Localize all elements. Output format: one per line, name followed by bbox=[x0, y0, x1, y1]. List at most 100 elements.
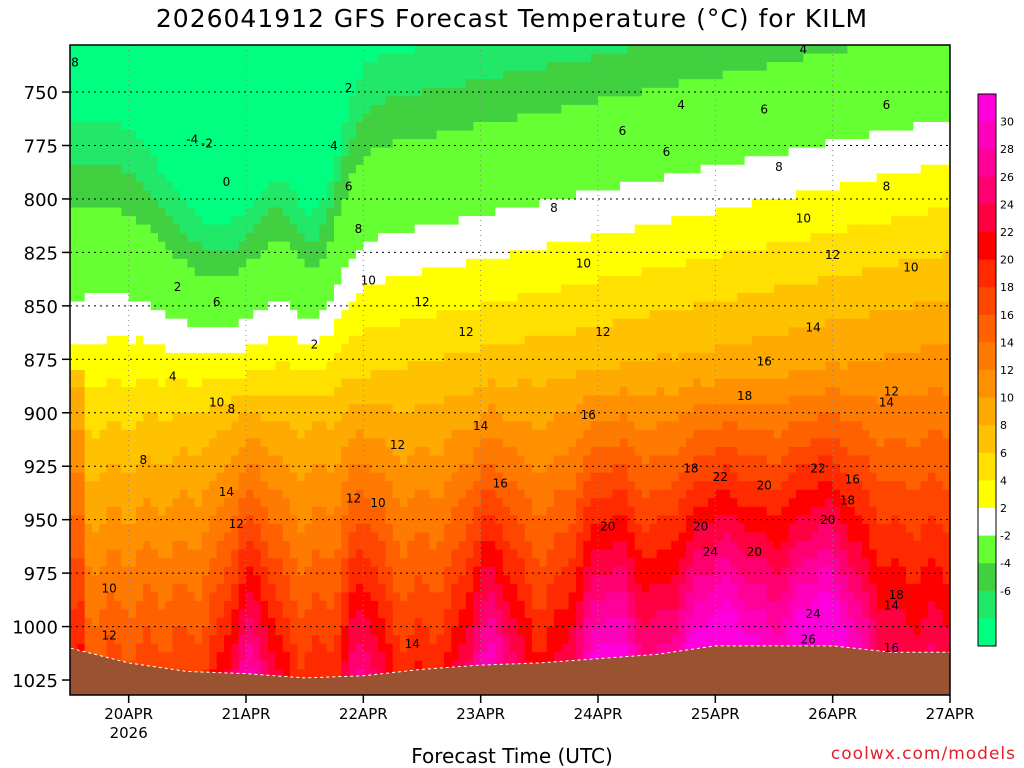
field-cell bbox=[172, 301, 181, 311]
field-cell bbox=[187, 53, 196, 63]
field-cell bbox=[253, 532, 262, 542]
field-cell bbox=[172, 352, 181, 363]
field-cell bbox=[297, 284, 306, 294]
field-cell bbox=[238, 79, 247, 89]
field-cell bbox=[114, 70, 122, 80]
field-cell bbox=[524, 455, 533, 465]
field-cell bbox=[356, 592, 364, 602]
field-cell bbox=[143, 652, 152, 662]
field-cell bbox=[70, 284, 78, 294]
field-cell bbox=[436, 190, 445, 200]
field-cell bbox=[400, 506, 408, 516]
field-cell bbox=[341, 600, 350, 611]
field-cell bbox=[84, 293, 93, 303]
field-cell bbox=[253, 446, 262, 457]
field-cell bbox=[297, 370, 306, 380]
field-cell bbox=[128, 121, 137, 132]
field-cell bbox=[436, 267, 445, 277]
field-cell bbox=[304, 378, 313, 388]
field-cell bbox=[231, 70, 240, 80]
field-cell bbox=[363, 198, 372, 209]
field-cell bbox=[128, 45, 137, 55]
field-cell bbox=[348, 541, 357, 551]
field-cell bbox=[319, 344, 328, 354]
field-cell bbox=[290, 395, 298, 405]
field-cell bbox=[187, 62, 196, 72]
field-cell bbox=[282, 643, 291, 653]
field-cell bbox=[172, 498, 181, 508]
field-cell bbox=[209, 404, 218, 414]
field-cell bbox=[70, 446, 78, 457]
field-cell bbox=[106, 96, 115, 106]
field-cell bbox=[480, 549, 489, 559]
field-cell bbox=[187, 446, 196, 457]
field-cell bbox=[510, 455, 518, 465]
field-cell bbox=[458, 113, 467, 123]
field-cell bbox=[348, 472, 357, 482]
field-cell bbox=[165, 147, 174, 157]
field-cell bbox=[407, 438, 416, 448]
field-cell bbox=[158, 241, 166, 251]
field-cell bbox=[304, 275, 313, 286]
field-cell bbox=[524, 173, 533, 183]
field-cell bbox=[158, 267, 166, 277]
field-cell bbox=[392, 549, 401, 559]
field-cell bbox=[187, 190, 196, 200]
field-cell bbox=[180, 515, 188, 525]
field-cell bbox=[99, 378, 108, 388]
field-cell bbox=[172, 575, 181, 585]
field-cell bbox=[158, 139, 166, 149]
field-cell bbox=[473, 216, 482, 226]
field-cell bbox=[304, 635, 313, 645]
field-cell bbox=[304, 190, 313, 200]
field-cell bbox=[238, 626, 247, 636]
field-cell bbox=[488, 643, 496, 653]
field-cell bbox=[92, 446, 100, 457]
field-cell bbox=[436, 53, 445, 63]
field-cell bbox=[246, 275, 254, 286]
field-cell bbox=[150, 173, 159, 183]
field-cell bbox=[253, 566, 262, 576]
field-cell bbox=[341, 464, 350, 474]
field-cell bbox=[260, 207, 269, 217]
field-cell bbox=[422, 370, 430, 380]
field-cell bbox=[231, 233, 240, 243]
field-cell bbox=[143, 318, 152, 328]
field-cell bbox=[473, 429, 482, 440]
field-cell bbox=[238, 455, 247, 465]
field-cell bbox=[158, 156, 166, 166]
field-cell bbox=[260, 421, 269, 431]
field-cell bbox=[216, 121, 225, 132]
field-cell bbox=[407, 446, 416, 457]
field-cell bbox=[114, 96, 122, 106]
field-cell bbox=[532, 652, 540, 662]
field-cell bbox=[312, 592, 320, 602]
field-cell bbox=[246, 660, 254, 670]
field-cell bbox=[172, 592, 181, 602]
field-cell bbox=[290, 575, 298, 585]
field-cell bbox=[451, 250, 460, 260]
field-cell bbox=[356, 618, 364, 628]
field-cell bbox=[312, 207, 320, 217]
field-cell bbox=[268, 370, 276, 380]
field-cell bbox=[473, 224, 482, 234]
field-cell bbox=[466, 147, 474, 157]
field-cell bbox=[253, 583, 262, 593]
field-cell bbox=[334, 635, 342, 645]
field-cell bbox=[114, 216, 122, 226]
field-cell bbox=[150, 626, 159, 636]
field-cell bbox=[341, 53, 350, 63]
field-cell bbox=[510, 652, 518, 662]
field-cell bbox=[436, 318, 445, 328]
field-cell bbox=[326, 293, 335, 303]
field-cell bbox=[517, 250, 526, 260]
field-cell bbox=[121, 387, 130, 397]
field-cell bbox=[150, 53, 159, 63]
field-cell bbox=[224, 498, 232, 508]
field-cell bbox=[444, 293, 452, 303]
field-cell bbox=[121, 335, 130, 345]
field-cell bbox=[326, 233, 335, 243]
field-cell bbox=[268, 233, 276, 243]
field-cell bbox=[392, 472, 401, 482]
field-cell bbox=[407, 523, 416, 534]
